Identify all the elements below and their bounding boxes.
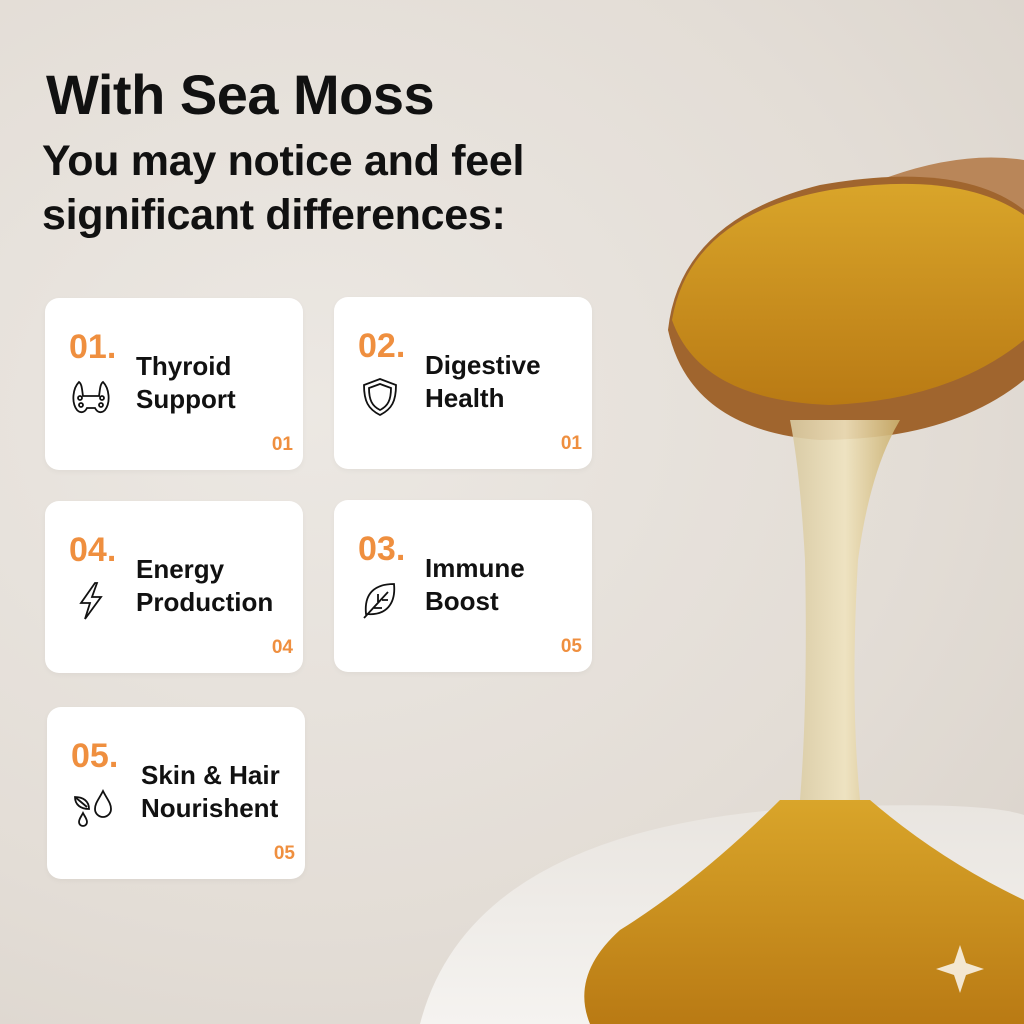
- card-label: Thyroid Support: [136, 351, 236, 414]
- card-footer: 01: [271, 434, 293, 455]
- page-title: With Sea Moss: [46, 63, 435, 126]
- card-number: 03.: [358, 530, 406, 568]
- lightning-icon: [79, 582, 103, 620]
- page-subtitle: You may notice and feel significant diff…: [42, 137, 525, 239]
- benefit-card-energy: 04. Energy Production 04: [45, 501, 303, 673]
- card-label: Digestive Health: [425, 350, 541, 413]
- card-label: Skin & Hair Nourishent: [141, 760, 280, 823]
- card-label: Energy Production: [136, 554, 274, 617]
- benefit-card-thyroid: 01. Thyroid Support 01: [45, 298, 303, 470]
- shield-icon: [363, 378, 397, 417]
- card-number: 05.: [71, 737, 119, 775]
- card-footer: 01: [560, 433, 582, 454]
- card-label: Immune Boost: [425, 553, 525, 616]
- card-footer: 04: [271, 637, 293, 658]
- card-number: 04.: [69, 531, 117, 569]
- leaf-drop-icon: [74, 788, 112, 827]
- benefit-card-skin-hair: 05. Skin & Hair Nourishent 05: [47, 707, 305, 879]
- card-footer: 05: [273, 843, 295, 864]
- benefit-card-immune: 03. Immune Boost 05: [334, 500, 592, 672]
- leaf-icon: [363, 583, 396, 619]
- card-number: 01.: [69, 328, 117, 366]
- benefit-card-digestive: 02. Digestive Health 01: [334, 297, 592, 469]
- card-number: 02.: [358, 327, 406, 365]
- sparkle-icon: [936, 945, 984, 993]
- card-footer: 05: [560, 636, 582, 657]
- thyroid-icon: [72, 380, 110, 414]
